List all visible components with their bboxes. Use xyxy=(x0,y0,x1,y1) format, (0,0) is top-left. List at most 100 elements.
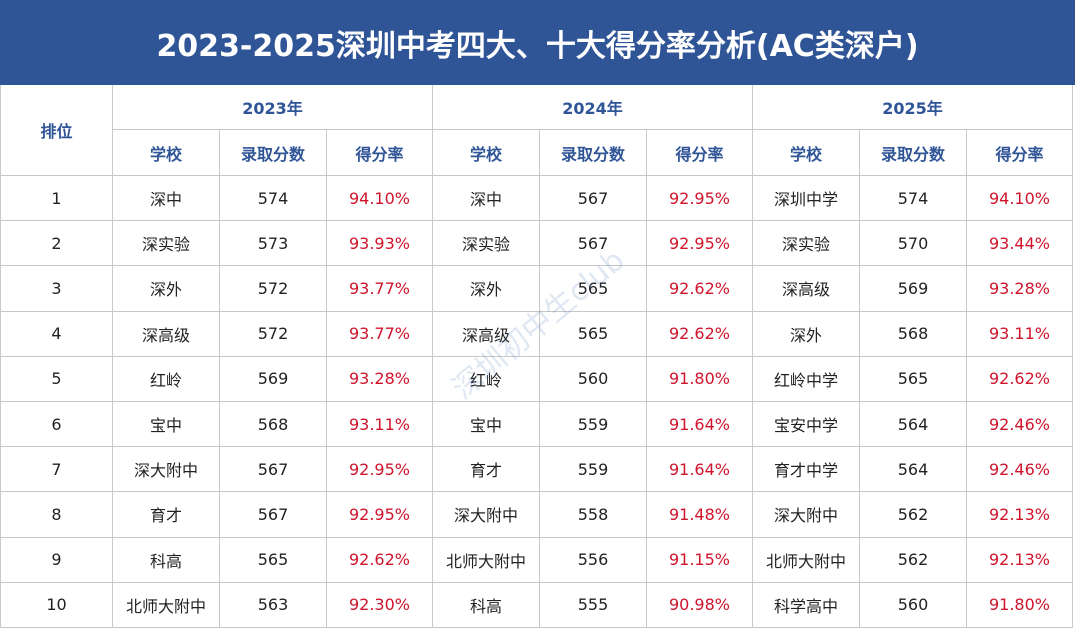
rate: 92.62% xyxy=(327,537,433,583)
rank: 2 xyxy=(0,221,113,267)
school: 深圳中学 xyxy=(753,176,860,222)
school: 育才中学 xyxy=(753,447,860,493)
score: 569 xyxy=(220,356,327,402)
score: 563 xyxy=(220,582,327,628)
school: 科高 xyxy=(113,537,220,583)
rate: 92.95% xyxy=(327,447,433,493)
sub-header: 录取分数 xyxy=(860,130,967,176)
school: 北师大附中 xyxy=(753,537,860,583)
sub-header: 得分率 xyxy=(327,130,433,176)
score: 572 xyxy=(220,266,327,312)
sub-header: 录取分数 xyxy=(220,130,327,176)
score: 562 xyxy=(860,537,967,583)
rank: 10 xyxy=(0,582,113,628)
rate: 92.95% xyxy=(647,176,753,222)
school: 红岭 xyxy=(433,356,540,402)
rate: 91.64% xyxy=(647,402,753,448)
school: 北师大附中 xyxy=(433,537,540,583)
rate: 92.62% xyxy=(647,266,753,312)
school: 深外 xyxy=(433,266,540,312)
school: 宝中 xyxy=(113,402,220,448)
score: 560 xyxy=(860,582,967,628)
score: 568 xyxy=(220,402,327,448)
score: 564 xyxy=(860,447,967,493)
score: 573 xyxy=(220,221,327,267)
score: 565 xyxy=(540,311,647,357)
school: 红岭 xyxy=(113,356,220,402)
score: 567 xyxy=(220,492,327,538)
rate: 93.11% xyxy=(967,311,1073,357)
rate: 91.80% xyxy=(647,356,753,402)
rate: 91.48% xyxy=(647,492,753,538)
school: 宝安中学 xyxy=(753,402,860,448)
score: 559 xyxy=(540,402,647,448)
rank: 1 xyxy=(0,176,113,222)
sub-header: 学校 xyxy=(433,130,540,176)
school: 深大附中 xyxy=(113,447,220,493)
title: 2023-2025深圳中考四大、十大得分率分析(AC类深户) xyxy=(156,28,919,64)
score: 568 xyxy=(860,311,967,357)
rank-header: 排位 xyxy=(0,85,113,176)
score: 570 xyxy=(860,221,967,267)
school: 深大附中 xyxy=(753,492,860,538)
score: 558 xyxy=(540,492,647,538)
rate: 91.80% xyxy=(967,582,1073,628)
rate: 94.10% xyxy=(967,176,1073,222)
school: 育才 xyxy=(113,492,220,538)
rate: 93.28% xyxy=(327,356,433,402)
rate: 94.10% xyxy=(327,176,433,222)
rank: 7 xyxy=(0,447,113,493)
year-header: 2024年 xyxy=(433,85,753,130)
sub-header: 学校 xyxy=(753,130,860,176)
school: 深外 xyxy=(113,266,220,312)
rate: 93.77% xyxy=(327,266,433,312)
school: 北师大附中 xyxy=(113,582,220,628)
school: 深高级 xyxy=(753,266,860,312)
rank: 9 xyxy=(0,537,113,583)
sub-header: 学校 xyxy=(113,130,220,176)
school: 深高级 xyxy=(433,311,540,357)
rank: 4 xyxy=(0,311,113,357)
rate: 92.30% xyxy=(327,582,433,628)
rate: 92.95% xyxy=(327,492,433,538)
school: 深实验 xyxy=(433,221,540,267)
score: 567 xyxy=(540,221,647,267)
score: 559 xyxy=(540,447,647,493)
school: 深中 xyxy=(113,176,220,222)
score: 560 xyxy=(540,356,647,402)
score: 555 xyxy=(540,582,647,628)
rate: 90.98% xyxy=(647,582,753,628)
school: 深实验 xyxy=(113,221,220,267)
score: 565 xyxy=(860,356,967,402)
school: 宝中 xyxy=(433,402,540,448)
score: 556 xyxy=(540,537,647,583)
school: 深实验 xyxy=(753,221,860,267)
score: 569 xyxy=(860,266,967,312)
sub-header: 得分率 xyxy=(967,130,1073,176)
school: 深高级 xyxy=(113,311,220,357)
rate: 92.62% xyxy=(967,356,1073,402)
rate: 92.95% xyxy=(647,221,753,267)
rate: 91.64% xyxy=(647,447,753,493)
rank: 8 xyxy=(0,492,113,538)
rank: 5 xyxy=(0,356,113,402)
school: 育才 xyxy=(433,447,540,493)
sub-header: 得分率 xyxy=(647,130,753,176)
rate: 93.93% xyxy=(327,221,433,267)
sub-header: 录取分数 xyxy=(540,130,647,176)
rate: 92.13% xyxy=(967,537,1073,583)
rank: 3 xyxy=(0,266,113,312)
score: 567 xyxy=(540,176,647,222)
rank: 6 xyxy=(0,402,113,448)
school: 深大附中 xyxy=(433,492,540,538)
rate: 91.15% xyxy=(647,537,753,583)
score: 574 xyxy=(220,176,327,222)
rate: 93.28% xyxy=(967,266,1073,312)
score: 562 xyxy=(860,492,967,538)
rate: 92.46% xyxy=(967,447,1073,493)
school: 深中 xyxy=(433,176,540,222)
school: 深外 xyxy=(753,311,860,357)
rate: 93.44% xyxy=(967,221,1073,267)
school: 红岭中学 xyxy=(753,356,860,402)
